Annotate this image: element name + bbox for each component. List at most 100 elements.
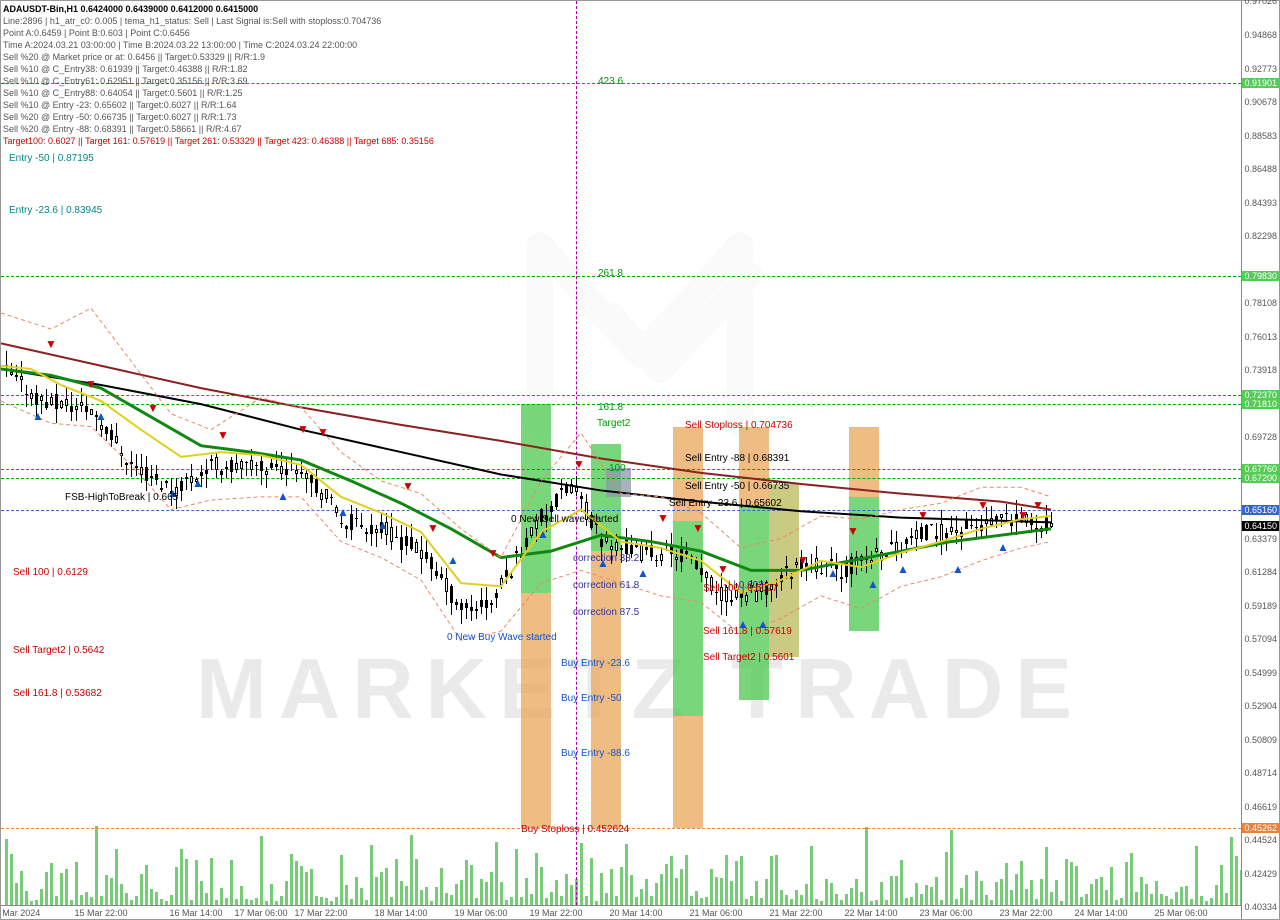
buy-arrow-icon: ▲: [277, 489, 289, 503]
sell-arrow-icon: ▼: [317, 425, 329, 439]
volume-bar: [1155, 881, 1158, 905]
volume-bar: [825, 879, 828, 905]
volume-bar: [730, 881, 733, 905]
volume-bar: [1015, 874, 1018, 905]
volume-bar: [590, 858, 593, 905]
volume-bar: [325, 898, 328, 905]
volume-bar: [450, 895, 453, 905]
volume-bar: [665, 864, 668, 905]
volume-bar: [860, 892, 863, 905]
volume-bar: [1135, 892, 1138, 905]
volume-bar: [310, 869, 313, 905]
trading-chart[interactable]: MARKETZ TRADE ADAUSDT-Bin,H1 0.6424000 0…: [0, 0, 1280, 920]
price-tick: 0.65160: [1242, 505, 1279, 515]
time-tick: 23 Mar 06:00: [919, 908, 972, 918]
volume-bar: [485, 882, 488, 905]
buy-arrow-icon: ▲: [377, 518, 389, 532]
chart-annotation: correction 38.2: [573, 553, 639, 564]
volume-bar: [105, 875, 108, 905]
volume-bar: [650, 896, 653, 905]
volume-bar: [775, 855, 778, 905]
volume-bar: [100, 896, 103, 905]
volume-bar: [260, 836, 263, 905]
buy-arrow-icon: ▲: [897, 562, 909, 576]
sell-arrow-icon: ▼: [487, 546, 499, 560]
sell-arrow-icon: ▼: [717, 562, 729, 576]
time-tick: 19 Mar 22:00: [529, 908, 582, 918]
volume-bar: [585, 896, 588, 905]
time-tick: 24 Mar 14:00: [1074, 908, 1127, 918]
volume-bar: [1120, 898, 1123, 905]
volume-bar: [995, 882, 998, 905]
volume-bar: [755, 881, 758, 905]
header-info-line: Sell %10 @ Entry -23: 0.65602 || Target:…: [3, 99, 434, 111]
volume-bar: [645, 879, 648, 905]
volume-bar: [1065, 859, 1068, 905]
volume-bar: [5, 839, 8, 905]
buy-arrow-icon: ▲: [952, 562, 964, 576]
volume-bar: [800, 895, 803, 905]
volume-bar: [680, 869, 683, 905]
sell-arrow-icon: ▼: [427, 521, 439, 535]
volume-bar: [570, 885, 573, 905]
header-info-line: Sell %10 @ C_Entry61: 0.62951 || Target:…: [3, 75, 434, 87]
time-tick: 25 Mar 06:00: [1154, 908, 1207, 918]
time-tick: 17 Mar 06:00: [234, 908, 287, 918]
volume-bar: [1200, 896, 1203, 905]
chart-annotation: Entry -50 | 0.87195: [9, 153, 94, 164]
time-tick: 19 Mar 06:00: [454, 908, 507, 918]
volume-bar: [750, 896, 753, 905]
volume-bar: [760, 898, 763, 905]
buy-arrow-icon: ▲: [867, 577, 879, 591]
price-tick: 0.63379: [1244, 534, 1277, 544]
header-info-line: Sell %20 @ Entry -50: 0.66735 || Target:…: [3, 111, 434, 123]
volume-bar: [150, 889, 153, 905]
time-tick: 18 Mar 14:00: [374, 908, 427, 918]
volume-bar: [415, 859, 418, 905]
volume-bar: [400, 881, 403, 905]
volume-bar: [725, 855, 728, 905]
volume-bar: [530, 894, 533, 905]
chart-annotation: Buy Entry -23.6: [561, 658, 630, 669]
price-tick: 0.52904: [1244, 701, 1277, 711]
volume-bar: [565, 874, 568, 905]
header-info-line: Point A:0.6459 | Point B:0.603 | Point C…: [3, 27, 434, 39]
volume-bar: [470, 865, 473, 905]
price-tick: 0.88583: [1244, 131, 1277, 141]
volume-bar: [140, 874, 143, 905]
chart-title: ADAUSDT-Bin,H1 0.6424000 0.6439000 0.641…: [3, 3, 434, 15]
price-tick: 0.76013: [1244, 332, 1277, 342]
volume-bar: [510, 897, 513, 905]
chart-annotation: Sell Entry -23.6 | 0.65602: [669, 498, 782, 509]
sell-arrow-icon: ▼: [402, 479, 414, 493]
chart-annotation: Sell Entry -88 | 0.68391: [685, 453, 789, 464]
volume-bar: [1150, 894, 1153, 905]
volume-bar: [1140, 877, 1143, 905]
chart-annotation: Sell Entry -50 | 0.66735: [685, 481, 789, 492]
volume-bar: [975, 871, 978, 905]
time-tick: 17 Mar 22:00: [294, 908, 347, 918]
volume-bar: [290, 854, 293, 905]
volume-bar: [1075, 866, 1078, 905]
price-tick: 0.50809: [1244, 735, 1277, 745]
time-axis: 15 Mar 202415 Mar 22:0016 Mar 14:0017 Ma…: [1, 905, 1241, 919]
price-tick: 0.82298: [1244, 231, 1277, 241]
price-zone: [739, 427, 769, 505]
volume-bar: [925, 885, 928, 905]
volume-bar: [900, 860, 903, 905]
price-tick: 0.54999: [1244, 668, 1277, 678]
price-tick: 0.59189: [1244, 601, 1277, 611]
volume-bar: [220, 888, 223, 905]
volume-bar: [1040, 879, 1043, 905]
sell-arrow-icon: ▼: [797, 553, 809, 567]
volume-bar: [80, 895, 83, 905]
time-tick: 15 Mar 22:00: [74, 908, 127, 918]
volume-bar: [1220, 865, 1223, 905]
chart-annotation: Buy Stoploss | 0.452624: [521, 824, 629, 835]
chart-header: ADAUSDT-Bin,H1 0.6424000 0.6439000 0.641…: [3, 3, 434, 147]
time-tick: 21 Mar 06:00: [689, 908, 742, 918]
volume-bar: [355, 877, 358, 905]
time-tick: 15 Mar 2024: [0, 908, 40, 918]
volume-bar: [225, 898, 228, 905]
price-tick: 0.86488: [1244, 164, 1277, 174]
